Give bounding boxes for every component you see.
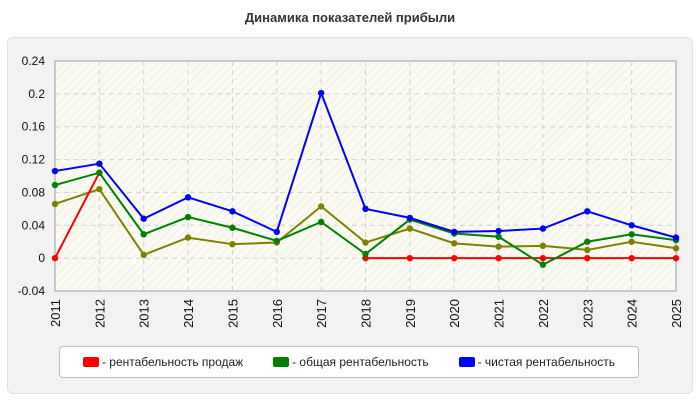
x-tick-label: 2011 (48, 299, 63, 327)
legend-swatch (273, 357, 290, 367)
data-point (184, 213, 192, 221)
data-point (51, 181, 59, 189)
y-tick-label: -0.04 (18, 284, 46, 298)
legend-item: - чистая рентабельность (458, 355, 616, 369)
data-point (539, 254, 547, 262)
y-tick-label: 0.16 (22, 120, 46, 134)
data-point (317, 218, 325, 226)
x-tick-label: 2024 (625, 299, 640, 328)
data-point (229, 224, 236, 231)
data-point (140, 231, 147, 238)
data-point (451, 240, 458, 247)
data-point (406, 214, 414, 222)
data-point (317, 203, 325, 210)
data-point (495, 254, 502, 262)
data-point (51, 254, 59, 262)
data-point (584, 254, 591, 262)
x-tick-label: 2016 (270, 299, 285, 328)
data-point (273, 228, 280, 236)
y-tick-label: 0 (38, 251, 45, 265)
data-point (362, 250, 369, 258)
data-point (584, 238, 591, 245)
chart-title: Динамика показателей прибыли (244, 10, 456, 25)
data-point (229, 208, 236, 215)
y-tick-label: 0.08 (22, 185, 46, 199)
data-point (584, 208, 591, 215)
data-point (628, 238, 635, 245)
data-point (140, 215, 147, 222)
data-point (584, 246, 591, 254)
legend-label: - чистая рентабельность (477, 355, 616, 369)
data-point (495, 243, 502, 250)
data-point (317, 89, 325, 97)
data-point (451, 228, 458, 236)
data-point (51, 200, 59, 208)
data-point (96, 160, 103, 167)
data-point (51, 167, 59, 175)
data-point (362, 205, 369, 213)
legend-label: - рентабельность продаж (101, 355, 244, 369)
x-tick-label: 2013 (137, 299, 152, 328)
legend-swatch (82, 357, 99, 367)
data-point (406, 225, 414, 232)
x-tick-label: 2012 (92, 299, 107, 328)
data-point (229, 240, 236, 248)
data-point (184, 234, 192, 241)
x-tick-label: 2023 (580, 299, 595, 328)
data-point (672, 254, 680, 262)
data-point (672, 245, 680, 252)
data-point (273, 237, 280, 245)
data-point (539, 261, 547, 268)
data-point (495, 227, 502, 235)
x-tick-label: 2020 (447, 299, 462, 328)
data-point (672, 234, 680, 241)
data-point (539, 242, 547, 250)
data-point (539, 225, 547, 232)
x-tick-label: 2018 (359, 299, 374, 328)
x-tick-label: 2022 (536, 299, 551, 328)
data-point (96, 169, 103, 176)
data-point (140, 251, 147, 259)
data-point (495, 233, 502, 240)
legend-item: - рентабельность продаж (82, 355, 244, 369)
legend-swatch (458, 357, 475, 367)
data-point (406, 254, 414, 262)
data-point (451, 254, 458, 262)
data-point (628, 254, 635, 262)
legend-item: - общая рентабельность (273, 355, 429, 369)
x-tick-label: 2025 (669, 299, 684, 328)
data-point (184, 194, 192, 201)
legend-label: - общая рентабельность (292, 355, 429, 369)
x-tick-label: 2021 (492, 299, 507, 328)
y-tick-label: 0.24 (22, 54, 46, 68)
data-point (96, 185, 103, 193)
x-tick-label: 2015 (225, 299, 240, 328)
data-point (628, 222, 635, 229)
data-point (628, 231, 635, 238)
x-tick-label: 2017 (314, 299, 329, 328)
legend: - рентабельность продаж - общая рентабель… (59, 346, 639, 378)
x-tick-label: 2019 (403, 299, 418, 328)
y-tick-label: 0.12 (22, 153, 46, 167)
series-line (54, 172, 101, 259)
x-tick-label: 2014 (181, 299, 196, 328)
y-tick-label: 0.04 (22, 218, 46, 232)
data-point (362, 239, 369, 246)
y-tick-label: 0.2 (28, 87, 45, 101)
